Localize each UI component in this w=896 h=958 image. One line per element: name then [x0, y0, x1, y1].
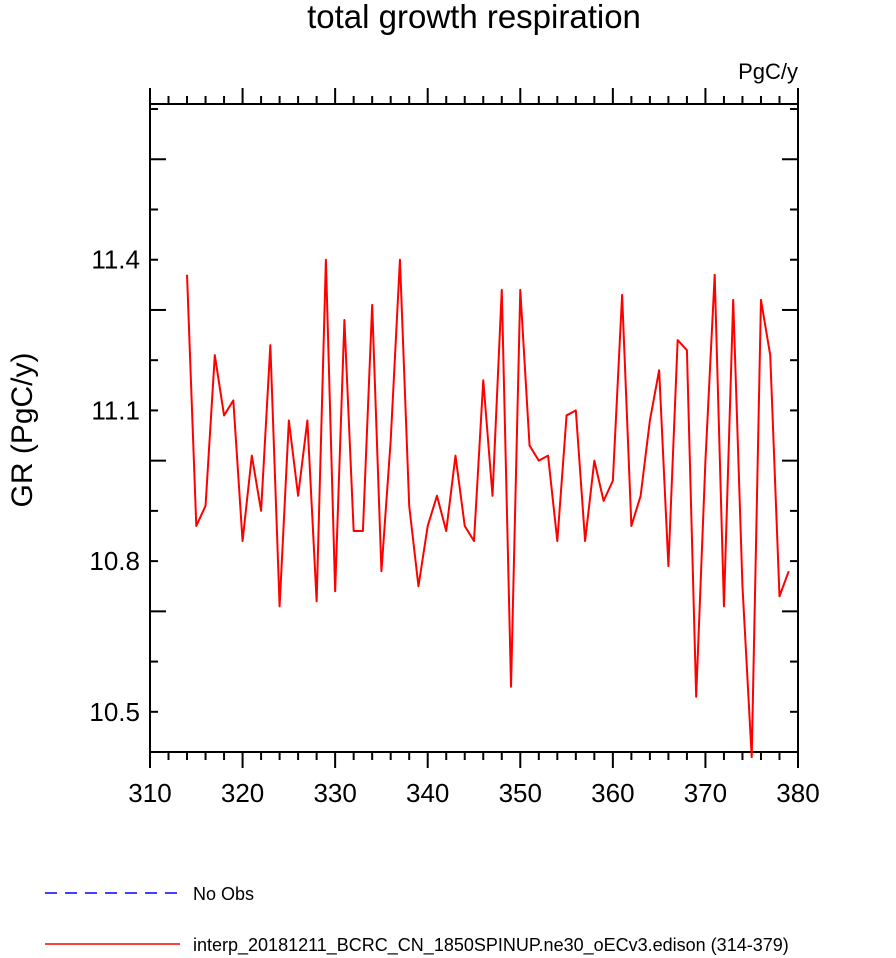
y-tick-label: 10.5 [89, 697, 140, 727]
y-axis-ticks: 10.5 10.8 11.1 11.4 [89, 108, 798, 727]
legend-label: No Obs [193, 884, 254, 904]
x-tick-label: 330 [313, 778, 356, 808]
y-tick-label: 11.4 [91, 245, 140, 275]
chart-title: total growth respiration [307, 0, 641, 35]
plot-frame [149, 103, 799, 753]
y-axis-label: GR (PgC/y) [6, 352, 39, 507]
x-tick-label: 360 [591, 778, 634, 808]
series-lines [186, 258, 790, 759]
x-tick-label: 310 [128, 778, 171, 808]
y-tick-label: 10.8 [89, 546, 140, 576]
x-tick-label: 370 [684, 778, 727, 808]
units-label: PgC/y [738, 59, 798, 84]
x-tick-label: 380 [776, 778, 819, 808]
y-tick-label: 11.1 [91, 395, 140, 425]
legend-label: interp_20181211_BCRC_CN_1850SPINUP.ne30_… [193, 935, 789, 956]
legend: No Obs interp_20181211_BCRC_CN_1850SPINUP… [45, 884, 789, 956]
x-tick-label: 340 [406, 778, 449, 808]
x-tick-label: 350 [499, 778, 542, 808]
series-line [186, 258, 790, 759]
x-tick-label: 320 [221, 778, 264, 808]
x-axis-ticks: 310 320 330 340 350 360 370 380 [128, 88, 820, 808]
